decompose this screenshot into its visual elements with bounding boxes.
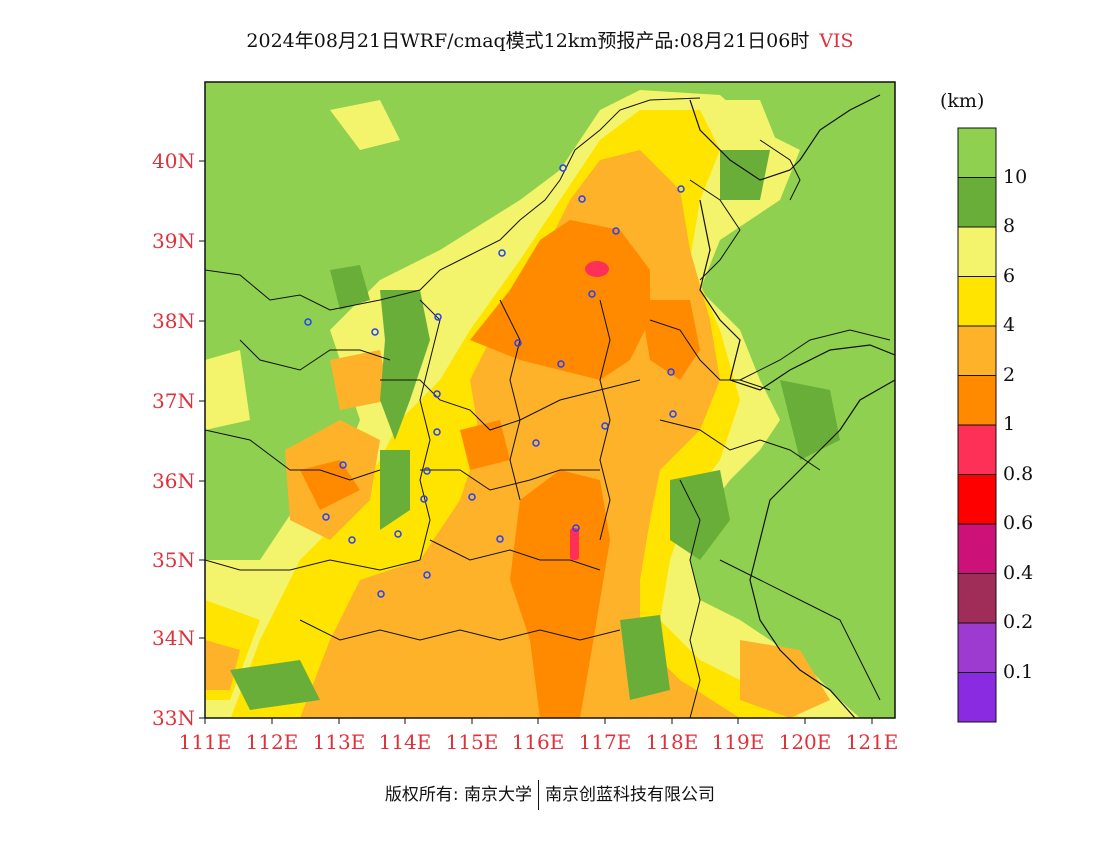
lon-label: 118E <box>645 730 699 754</box>
station-markers <box>304 164 685 598</box>
station-marker <box>669 410 677 418</box>
station-marker <box>304 318 312 326</box>
lat-label: 40N <box>152 149 195 173</box>
station-marker <box>420 495 428 503</box>
colorbar-label: 10 <box>1003 165 1028 188</box>
station-marker <box>468 493 476 501</box>
station-marker <box>394 530 402 538</box>
copyright-divider <box>538 780 540 810</box>
visibility-field <box>205 82 895 718</box>
coastline <box>689 94 895 718</box>
station-marker <box>572 524 580 532</box>
lat-label: 34N <box>152 626 195 650</box>
colorbar-band <box>957 226 997 277</box>
chart-title: 2024年08月21日WRF/cmaq模式12km预报产品:08月21日06时 V… <box>0 26 1100 53</box>
lon-label: 111E <box>178 730 232 754</box>
station-marker <box>377 590 385 598</box>
colorbar-label: 0.1 <box>1003 660 1034 683</box>
station-marker <box>496 535 504 543</box>
station-marker <box>588 290 596 298</box>
station-marker <box>371 328 379 336</box>
station-marker <box>339 461 347 469</box>
lat-label: 38N <box>152 309 195 333</box>
colorbar-label: 0.8 <box>1003 462 1034 485</box>
copyright-right: 南京创蓝科技有限公司 <box>545 785 716 805</box>
province-boundaries <box>205 97 891 718</box>
colorbar-label: 1 <box>1003 413 1016 435</box>
colorbar-band <box>957 325 997 376</box>
colorbar-band <box>957 474 997 525</box>
lat-label: 33N <box>152 706 195 730</box>
lon-label: 114E <box>378 730 432 754</box>
lon-label: 116E <box>511 730 565 754</box>
axis-ticks <box>199 160 873 724</box>
colorbar-unit: (km) <box>940 90 985 112</box>
colorbar-band <box>957 573 997 624</box>
station-marker <box>601 422 609 430</box>
station-marker <box>322 513 330 521</box>
lat-label: 36N <box>152 469 195 493</box>
station-marker <box>423 467 431 475</box>
copyright-left: 版权所有: 南京大学 <box>384 785 533 805</box>
title-main: 2024年08月21日WRF/cmaq模式12km预报产品:08月21日06时 <box>246 30 810 52</box>
colorbar-label: 4 <box>1003 314 1016 336</box>
station-marker <box>433 390 441 398</box>
lon-label: 115E <box>445 730 499 754</box>
station-marker <box>498 249 506 257</box>
lon-label: 113E <box>312 730 366 754</box>
station-marker <box>667 368 675 376</box>
station-marker <box>433 428 441 436</box>
colorbar-band <box>957 177 997 228</box>
lat-label: 39N <box>152 229 195 253</box>
colorbar-band <box>957 523 997 574</box>
station-marker <box>514 339 522 347</box>
colorbar-band <box>957 424 997 475</box>
colorbar <box>957 127 997 723</box>
lon-label: 117E <box>578 730 632 754</box>
lat-label: 35N <box>152 548 195 572</box>
station-marker <box>532 439 540 447</box>
copyright: 版权所有: 南京大学 南京创蓝科技有限公司 <box>0 780 1100 810</box>
lon-label: 119E <box>711 730 765 754</box>
station-marker <box>612 227 620 235</box>
station-marker <box>557 360 565 368</box>
lon-label: 120E <box>778 730 832 754</box>
title-variable: VIS <box>819 30 854 52</box>
colorbar-band <box>957 276 997 327</box>
station-marker <box>578 195 586 203</box>
colorbar-label: 8 <box>1003 215 1016 237</box>
lon-label: 112E <box>245 730 299 754</box>
lat-label: 37N <box>152 389 195 413</box>
lon-label: 121E <box>845 730 899 754</box>
colorbar-label: 6 <box>1003 264 1016 287</box>
station-marker <box>348 536 356 544</box>
station-marker <box>677 185 685 193</box>
station-marker <box>559 164 567 172</box>
colorbar-label: 0.6 <box>1003 512 1034 534</box>
station-marker <box>434 313 442 321</box>
colorbar-band <box>957 375 997 426</box>
colorbar-band <box>957 127 997 178</box>
colorbar-label: 2 <box>1003 363 1016 386</box>
station-marker <box>423 571 431 579</box>
colorbar-label: 0.4 <box>1003 561 1034 584</box>
map-frame <box>204 81 896 719</box>
colorbar-label: 0.2 <box>1003 611 1034 633</box>
colorbar-band <box>957 672 997 723</box>
colorbar-band <box>957 622 997 673</box>
